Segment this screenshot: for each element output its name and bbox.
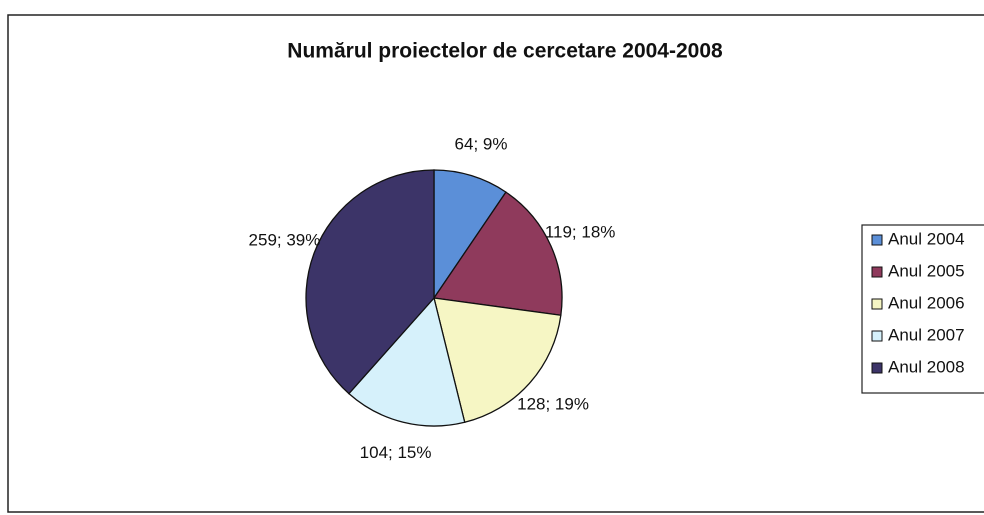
data-label: 64; 9% — [455, 135, 508, 154]
legend-swatch — [871, 362, 883, 374]
pie-slice — [347, 296, 466, 427]
legend-swatch — [871, 330, 883, 342]
legend-swatch — [871, 266, 883, 278]
legend-label: Anul 2004 — [888, 229, 965, 248]
pie-slice — [433, 297, 562, 424]
data-label: 259; 39% — [249, 231, 321, 250]
pie-slice — [305, 169, 435, 395]
legend-label: Anul 2008 — [888, 357, 965, 376]
legend-swatch — [871, 298, 883, 310]
data-label: 119; 18% — [545, 222, 616, 241]
legend-label: Anul 2006 — [888, 293, 965, 312]
data-label: 128; 19% — [517, 394, 589, 413]
pie-slice — [432, 191, 563, 316]
chart-title: Numărul proiectelor de cercetare 2004-20… — [287, 40, 723, 63]
pie-slice — [433, 169, 507, 301]
data-label: 104; 15% — [360, 443, 432, 462]
legend-label: Anul 2007 — [888, 325, 965, 344]
legend-swatch — [871, 234, 883, 246]
legend-label: Anul 2005 — [888, 261, 965, 280]
